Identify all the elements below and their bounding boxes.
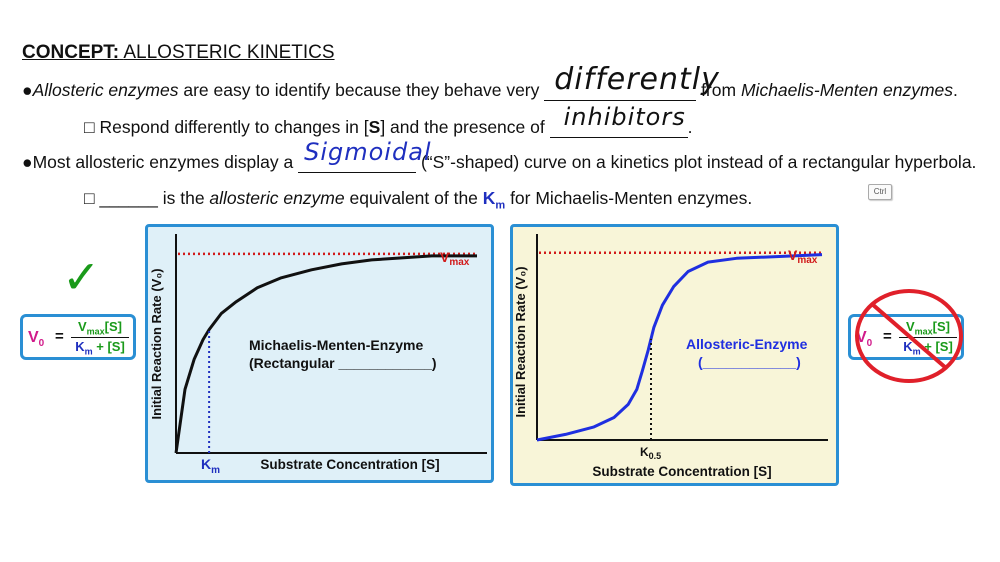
eq-v0: V0 (28, 329, 45, 350)
bullet-dot: ● (22, 80, 33, 100)
handwritten-inhibitors: inhibitors (563, 103, 686, 131)
eq-denominator: Km + [S] (903, 339, 953, 357)
line1-text2: from (696, 80, 741, 100)
line2-text2: ] and the presence of (380, 117, 550, 137)
line1-text: are easy to identify because they behave… (178, 80, 545, 100)
eq-numerator: Vmax[S] (905, 319, 951, 337)
line4-text2: equivalent of the (344, 188, 483, 208)
eq-equals: = (883, 328, 892, 345)
eq-denominator: Km + [S] (75, 339, 125, 357)
allosteric-enzyme-term: allosteric enzyme (209, 188, 345, 208)
mm-enzymes-term: Michaelis-Menten enzymes (740, 80, 954, 100)
line4-text3: for Michaelis-Menten enzymes. (505, 188, 753, 208)
allosteric-enzymes-term: Allosteric enzymes (32, 80, 179, 100)
line1-period: . (953, 80, 958, 100)
ctrl-button[interactable]: Ctrl (868, 184, 892, 200)
line3-text2: (“S”-shaped) curve on a kinetics plot in… (416, 152, 977, 172)
blank-differently: differently (544, 62, 719, 101)
allo-annotation-line2: (____________) (698, 354, 801, 370)
prohibition-slash (870, 302, 948, 370)
line3-text: Most allosteric enzymes display a (32, 152, 299, 172)
blank-k05: ______ (99, 188, 158, 208)
substrate-s: S (368, 117, 381, 137)
bullet-line-3: ●Most allosteric enzymes display a Sigmo… (22, 138, 977, 173)
bullet-line-1: ●Allosteric enzymes are easy to identify… (22, 62, 958, 101)
vmax-label: Vmax (440, 249, 470, 268)
square-bullet: □ (84, 117, 95, 137)
mm-chart: Initial Reaction Rate (V₀) Substrate Con… (149, 234, 487, 476)
mm-annotation-line2: (Rectangular ____________) (249, 355, 437, 371)
vmax-label: Vmax (788, 247, 818, 266)
concept-topic: ALLOSTERIC KINETICS (123, 42, 335, 63)
handwritten-differently: differently (554, 62, 720, 97)
concept-title: CONCEPT: ALLOSTERIC KINETICS (22, 42, 335, 64)
line4-text: is the (157, 188, 210, 208)
allosteric-chart-panel (510, 224, 839, 486)
x-axis-label: Substrate Concentration [S] (260, 457, 439, 472)
bullet-line-4: □ ______ is the allosteric enzyme equiva… (84, 188, 752, 212)
kinetics-curve (174, 254, 477, 454)
eq-numerator: Vmax[S] (77, 319, 123, 337)
eq-equals: = (55, 328, 64, 345)
eq-fraction-bar (899, 337, 957, 338)
blank-sigmoidal: Sigmoidal (298, 138, 431, 173)
blank-inhibitors: inhibitors (549, 103, 688, 138)
line2-text: Respond differently to changes in [ (99, 117, 369, 137)
y-axis-label: Initial Reaction Rate (V₀) (513, 266, 528, 417)
line2-period: . (687, 117, 693, 137)
prohibition-circle (855, 289, 963, 383)
prohibition-icon (855, 289, 963, 383)
bullet-line-2: □ Respond differently to changes in [S] … (84, 103, 693, 138)
check-icon: ✓ (62, 251, 101, 303)
allosteric-chart: Initial Reaction Rate (V₀) Substrate Con… (513, 234, 828, 479)
y-axis-label: Initial Reaction Rate (V₀) (149, 268, 164, 419)
km-tick-label: Km (201, 456, 220, 476)
allo-annotation-line1: Allosteric-Enzyme (686, 336, 808, 352)
km-symbol: Km (482, 188, 506, 212)
square-bullet: □ (84, 188, 95, 208)
eq-v0: V0 (856, 329, 873, 350)
concept-label: CONCEPT: (22, 42, 120, 63)
handwritten-sigmoidal: Sigmoidal (304, 138, 432, 166)
eq-fraction-bar (71, 337, 129, 338)
mm-annotation-line1: Michaelis-Menten-Enzyme (249, 337, 423, 353)
mm-equation-box: V0 = Vmax[S] Km + [S] (20, 314, 136, 360)
k05-tick-label: K0.5 (640, 445, 661, 461)
x-axis-label: Substrate Concentration [S] (592, 464, 771, 479)
bullet-dot: ● (22, 152, 33, 172)
kinetics-curve (536, 253, 823, 442)
